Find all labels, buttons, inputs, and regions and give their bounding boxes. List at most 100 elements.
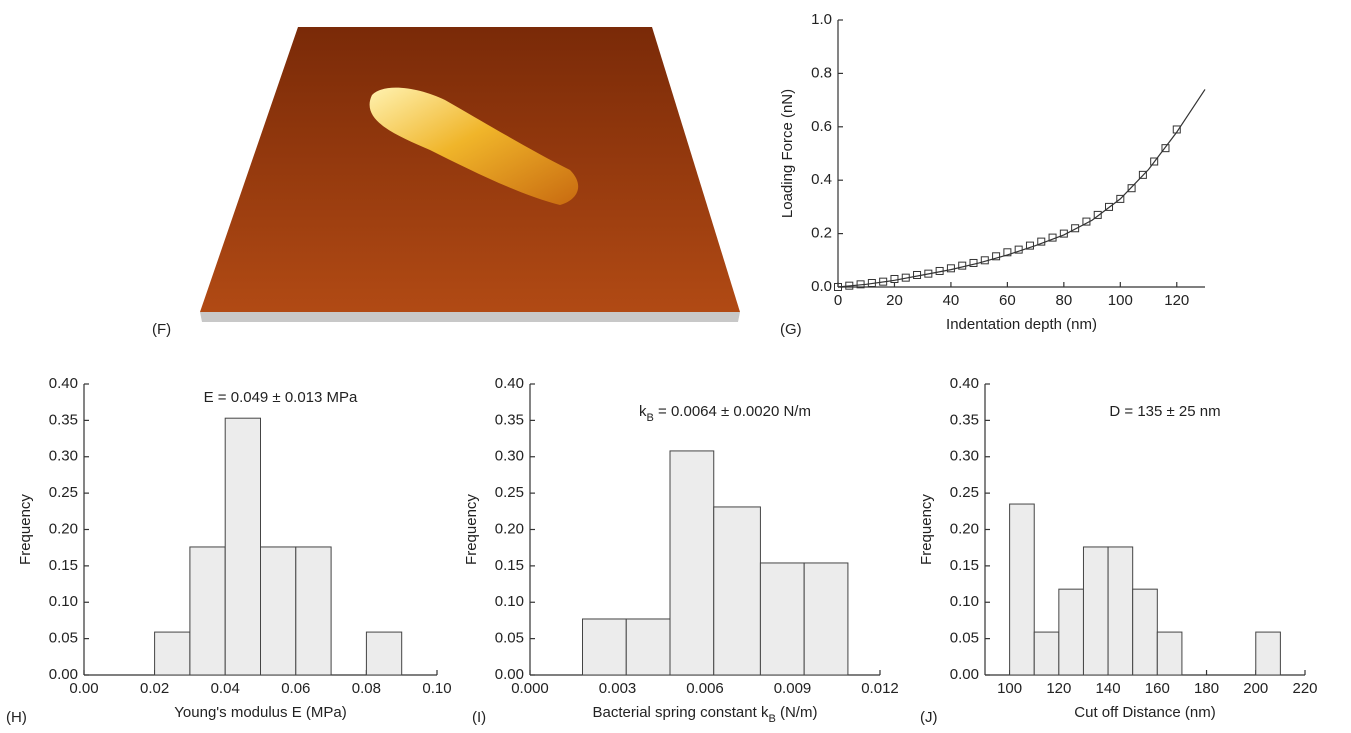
x-tick-label: 60 — [999, 292, 1016, 309]
y-tick-label: 0.10 — [950, 593, 979, 610]
panel-label: (G) — [780, 321, 802, 338]
data-point — [856, 280, 865, 289]
data-point — [879, 277, 888, 286]
bar — [582, 618, 627, 676]
data-point — [935, 266, 944, 275]
data-point — [901, 273, 910, 282]
data-point — [946, 264, 955, 273]
annotation-part: = 0.0064 ± 0.0020 N/m — [654, 403, 811, 420]
bar — [625, 618, 671, 676]
annotation: kB = 0.0064 ± 0.0020 N/m — [639, 403, 811, 424]
x-tick-label: 0 — [834, 292, 842, 309]
x-tick-label: 0.04 — [211, 680, 240, 697]
y-tick-label: 0.40 — [495, 375, 524, 392]
x-axis-label: Young's modulus E (MPa) — [174, 704, 346, 721]
data-point — [1138, 170, 1147, 179]
x-tick-label: 0.006 — [686, 680, 724, 697]
data-point — [867, 278, 876, 287]
x-tick-label: 200 — [1243, 680, 1268, 697]
data-point — [1025, 241, 1034, 250]
bar — [759, 562, 805, 676]
data-point — [1105, 202, 1114, 211]
y-tick-label: 0.25 — [495, 484, 524, 501]
bar — [1107, 546, 1134, 676]
annotation: E = 0.049 ± 0.013 MPa — [204, 389, 358, 406]
x-tick-label: 0.10 — [422, 680, 451, 697]
data-point — [992, 252, 1001, 261]
panel-label: (F) — [152, 321, 171, 338]
data-point — [1093, 210, 1102, 219]
y-tick-label: 0.20 — [495, 520, 524, 537]
bar — [669, 450, 715, 676]
y-tick-label: 0.4 — [811, 171, 832, 188]
y-tick-label: 0.20 — [49, 520, 78, 537]
y-tick-label: 0.40 — [49, 375, 78, 392]
y-tick-label: 0.30 — [49, 448, 78, 465]
data-point — [1172, 125, 1181, 134]
y-tick-label: 0.05 — [950, 630, 979, 647]
x-tick-label: 120 — [1164, 292, 1189, 309]
data-point — [924, 269, 933, 278]
annotation: D = 135 ± 25 nm — [1109, 403, 1220, 420]
data-point — [969, 258, 978, 267]
y-tick-label: 0.30 — [495, 448, 524, 465]
data-point — [845, 281, 854, 290]
x-axis-label: Indentation depth (nm) — [946, 316, 1097, 333]
data-point — [913, 270, 922, 279]
data-point — [834, 283, 842, 291]
x-tick-label: 0.003 — [599, 680, 637, 697]
bar — [1082, 546, 1109, 676]
y-tick-label: 0.00 — [950, 666, 979, 683]
x-axis-label-part: Bacterial spring constant k — [593, 704, 769, 721]
x-tick-label: 0.08 — [352, 680, 381, 697]
bar — [1255, 631, 1281, 676]
y-tick-label: 0.0 — [811, 278, 832, 295]
x-tick-label: 100 — [997, 680, 1022, 697]
y-tick-label: 0.2 — [811, 225, 832, 242]
data-point — [1037, 237, 1046, 246]
data-point — [958, 261, 967, 270]
y-tick-label: 0.15 — [495, 557, 524, 574]
y-tick-label: 0.20 — [950, 520, 979, 537]
bar — [260, 546, 297, 676]
data-point — [1014, 245, 1023, 254]
panel-label: (I) — [472, 709, 486, 726]
fit-line — [837, 89, 1206, 288]
y-tick-label: 0.35 — [495, 411, 524, 428]
y-axis-label: Loading Force (nN) — [779, 89, 796, 218]
bar — [365, 631, 403, 676]
y-tick-label: 0.15 — [950, 557, 979, 574]
y-axis-label: Frequency — [918, 494, 935, 565]
annotation-part: B — [647, 412, 654, 424]
data-point — [980, 256, 989, 265]
data-point — [1116, 194, 1125, 203]
y-tick-label: 0.15 — [49, 557, 78, 574]
x-axis-label-part: (N/m) — [776, 704, 818, 721]
x-tick-label: 0.06 — [281, 680, 310, 697]
x-tick-label: 180 — [1194, 680, 1219, 697]
bar — [1058, 588, 1084, 676]
y-tick-label: 0.40 — [950, 375, 979, 392]
data-point — [1048, 233, 1057, 242]
x-tick-label: 0.009 — [774, 680, 812, 697]
y-axis-label: Frequency — [17, 494, 34, 565]
x-tick-label: 0.012 — [861, 680, 899, 697]
y-axis-label: Frequency — [463, 494, 480, 565]
panel-label: (H) — [6, 709, 27, 726]
y-tick-label: 0.30 — [950, 448, 979, 465]
x-tick-label: 100 — [1108, 292, 1133, 309]
x-axis-label: Bacterial spring constant kB (N/m) — [593, 704, 818, 725]
data-point — [1059, 229, 1068, 238]
bar — [154, 631, 191, 676]
y-tick-label: 0.05 — [49, 630, 78, 647]
x-tick-label: 0.000 — [511, 680, 549, 697]
y-tick-label: 0.00 — [495, 666, 524, 683]
x-axis-label-part: B — [768, 713, 775, 725]
x-tick-label: 80 — [1056, 292, 1073, 309]
y-tick-label: 0.35 — [950, 411, 979, 428]
bar — [189, 546, 226, 676]
data-point — [1003, 248, 1012, 257]
bar — [1156, 631, 1183, 676]
bar — [713, 506, 761, 676]
